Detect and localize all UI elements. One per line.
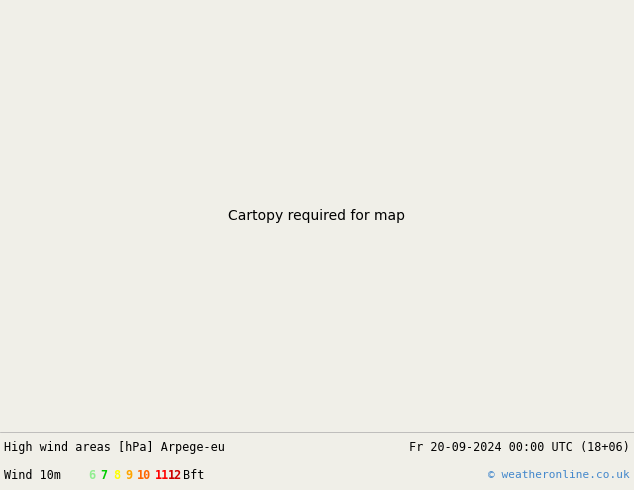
Text: High wind areas [hPa] Arpege-eu: High wind areas [hPa] Arpege-eu — [4, 441, 225, 454]
Text: Bft: Bft — [183, 468, 204, 482]
Text: © weatheronline.co.uk: © weatheronline.co.uk — [488, 470, 630, 480]
Text: 12: 12 — [168, 468, 182, 482]
Text: 9: 9 — [125, 468, 132, 482]
Text: 6: 6 — [88, 468, 95, 482]
Text: 8: 8 — [113, 468, 120, 482]
Text: Cartopy required for map: Cartopy required for map — [228, 209, 406, 222]
Text: 7: 7 — [100, 468, 107, 482]
Text: 10: 10 — [137, 468, 152, 482]
Text: 11: 11 — [155, 468, 169, 482]
Text: Fr 20-09-2024 00:00 UTC (18+06): Fr 20-09-2024 00:00 UTC (18+06) — [409, 441, 630, 454]
Text: Wind 10m: Wind 10m — [4, 468, 61, 482]
